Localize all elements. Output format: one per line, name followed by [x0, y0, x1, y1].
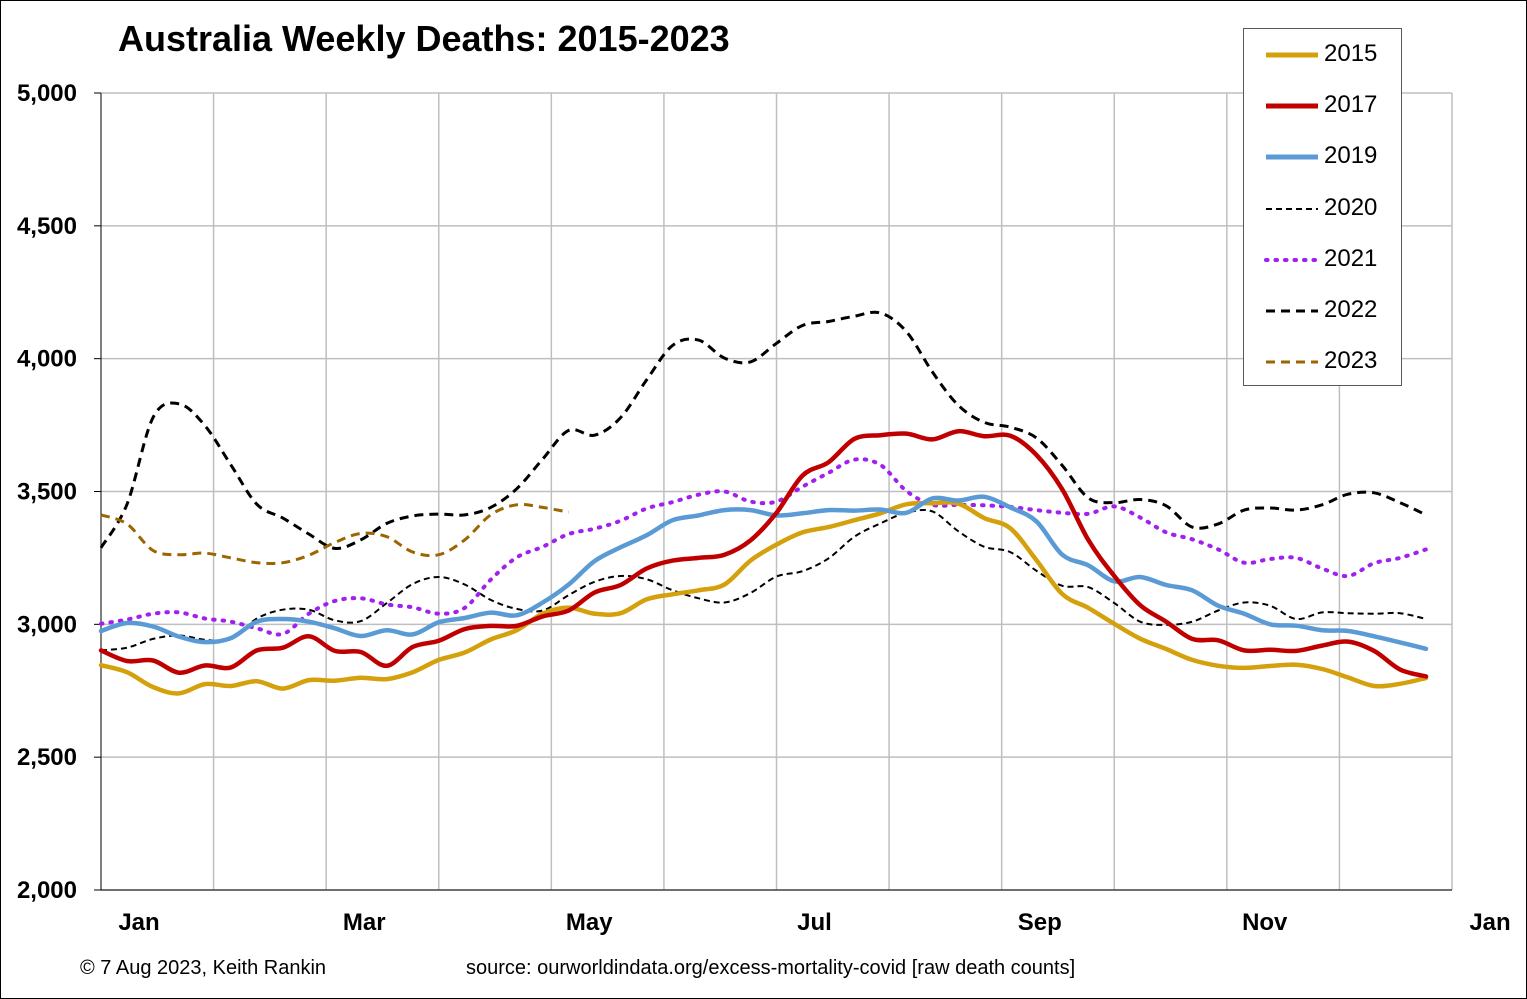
legend-label: 2019 [1324, 142, 1378, 170]
x-tick-label: Sep [1018, 909, 1062, 936]
y-tick-label: 2,500 [17, 744, 77, 771]
legend-label: 2017 [1324, 91, 1378, 119]
legend-swatch [1266, 360, 1318, 364]
series-line-2015 [98, 500, 1429, 696]
chart-title: Australia Weekly Deaths: 2015-2023 [118, 18, 730, 59]
y-tick-label: 3,000 [17, 611, 77, 638]
legend-item-2021: 2021 [1244, 244, 1403, 274]
legend-swatch [1266, 207, 1318, 210]
series-line-2022 [99, 310, 1427, 550]
series-line-2021 [99, 457, 1428, 637]
x-tick-label: May [566, 909, 613, 936]
series-line-2023 [100, 502, 569, 565]
legend-label: 2022 [1324, 296, 1378, 323]
legend: 2015 2017 2019 2020 2021 2022 2023 [1243, 28, 1402, 386]
x-tick-label: Mar [343, 909, 386, 936]
x-tick-label: Jul [797, 909, 832, 936]
y-tick-label: 5,000 [17, 80, 77, 107]
legend-swatch [1266, 103, 1318, 109]
y-tick-label: 4,000 [17, 346, 77, 373]
x-tick-label: Jan [1469, 909, 1510, 936]
legend-label: 2020 [1324, 193, 1378, 221]
source-note: source: ourworldindata.org/excess-mortal… [466, 957, 1076, 979]
y-tick-label: 4,500 [17, 213, 77, 240]
legend-label: 2015 [1324, 40, 1378, 67]
y-tick-label: 3,500 [17, 479, 77, 506]
series-line-2017 [98, 428, 1429, 679]
axes [94, 92, 1452, 891]
series-line-2019 [98, 494, 1429, 652]
series-line-2020 [100, 508, 1427, 652]
legend-swatch [1264, 257, 1320, 262]
x-tick-label: Jan [118, 909, 159, 936]
legend-item-2015: 2015 [1244, 39, 1403, 69]
legend-item-2023: 2023 [1244, 346, 1403, 376]
legend-item-2019: 2019 [1244, 141, 1403, 171]
y-tick-label: 2,000 [17, 877, 77, 904]
legend-swatch [1266, 309, 1318, 313]
legend-swatch [1266, 52, 1318, 58]
series-lines [98, 310, 1429, 696]
legend-label: 2021 [1324, 244, 1378, 272]
tick-labels: 2,000 2,500 3,000 3,500 4,000 4,500 5,000 Jan Ma… [17, 80, 1511, 936]
legend-swatch [1266, 154, 1318, 160]
legend-item-2022: 2022 [1244, 295, 1403, 325]
x-tick-label: Nov [1242, 909, 1288, 936]
legend-label: 2023 [1324, 347, 1378, 375]
legend-item-2017: 2017 [1244, 90, 1403, 120]
copyright-note: © 7 Aug 2023, Keith Rankin [80, 957, 327, 979]
legend-item-2020: 2020 [1244, 193, 1403, 223]
